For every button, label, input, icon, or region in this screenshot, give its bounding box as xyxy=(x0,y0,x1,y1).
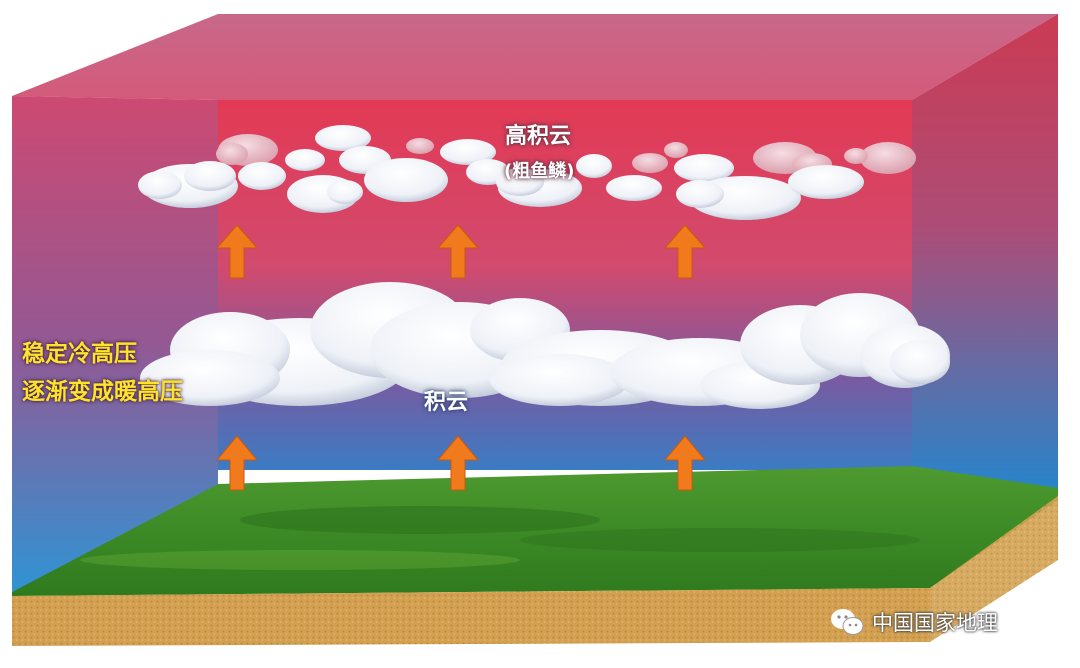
arrow-up-3 xyxy=(663,224,707,279)
arrow-up-4 xyxy=(215,435,259,491)
soil-side xyxy=(930,496,1058,642)
watermark: 中国国家地理 xyxy=(830,602,998,642)
arrow-up-6 xyxy=(663,435,707,491)
altocumulus-clouds xyxy=(138,125,916,220)
arrow-up-2 xyxy=(436,224,480,279)
wechat-icon xyxy=(831,609,864,635)
label-cumulus: 积云 xyxy=(424,390,469,415)
label-warm-high: 逐渐变成暖高压 xyxy=(22,379,183,405)
grassland xyxy=(12,466,1058,596)
label-altocumulus: 高积云 xyxy=(505,124,572,149)
arrow-up-5 xyxy=(436,435,480,491)
box-top-face xyxy=(12,14,1058,100)
arrow-up-1 xyxy=(215,224,259,279)
label-stable-cold-high: 稳定冷高压 xyxy=(22,341,137,367)
box-right-wall xyxy=(912,14,1058,490)
cumulus-clouds xyxy=(140,282,950,409)
updraft-arrows-upper xyxy=(215,224,707,279)
watermark-text: 中国国家地理 xyxy=(872,611,998,635)
soil-front xyxy=(12,588,930,646)
box-left-wall xyxy=(12,96,218,592)
label-altocumulus-sub: (粗鱼鳞) xyxy=(504,161,575,182)
updraft-arrows-lower xyxy=(215,435,707,491)
